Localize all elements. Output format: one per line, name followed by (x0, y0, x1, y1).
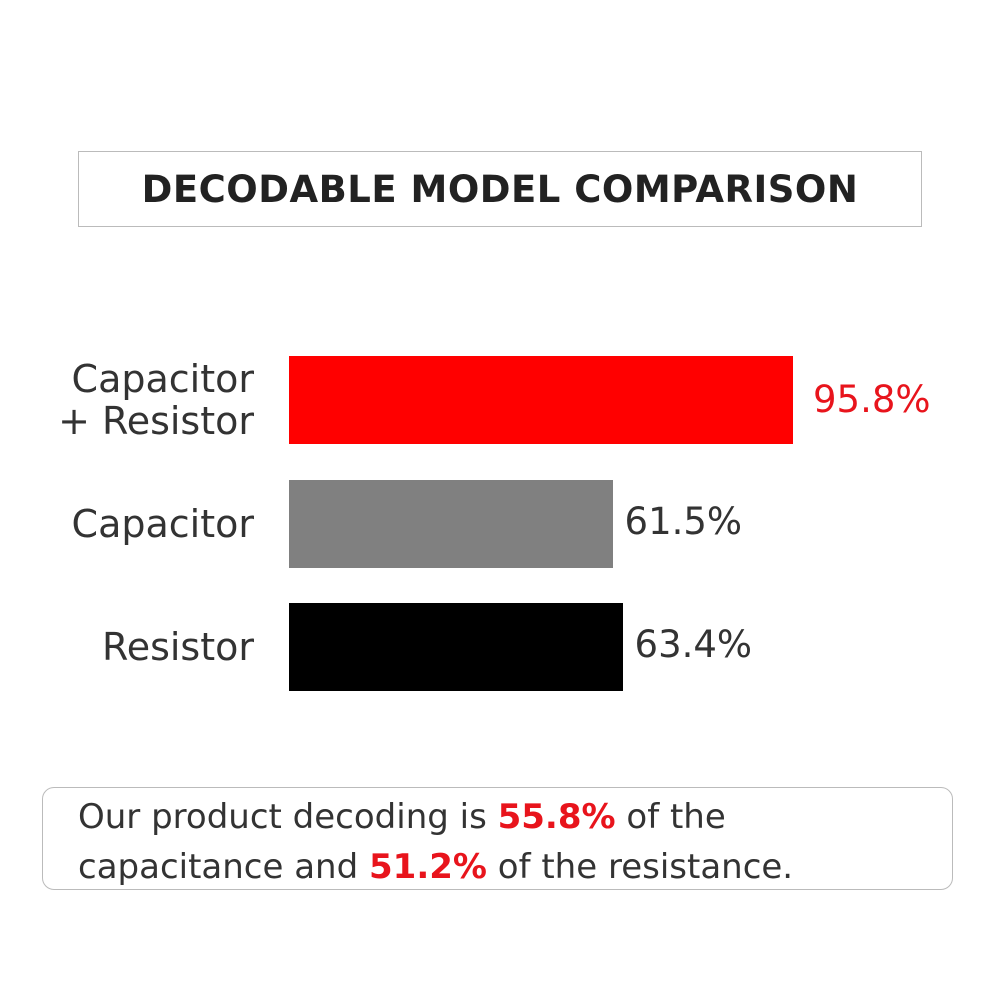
title-box: DECODABLE MODEL COMPARISON (78, 151, 922, 227)
note-text: Our product decoding is (78, 797, 498, 837)
chart-title: DECODABLE MODEL COMPARISON (141, 167, 859, 211)
bar (289, 603, 623, 691)
value-label: 61.5% (624, 500, 743, 543)
note-box (42, 787, 953, 890)
note-text: of the resistance. (486, 847, 794, 887)
category-label: Capacitor + Resistor (58, 357, 254, 443)
note-text: of the capacitance and (78, 797, 726, 887)
highlight-text: 55.8% (497, 797, 616, 837)
category-label: Resistor (102, 625, 254, 669)
value-label: 95.8% (813, 378, 931, 421)
note: Our product decoding is 55.8% of the cap… (78, 792, 938, 892)
value-label: 63.4% (634, 623, 753, 666)
category-label: Capacitor (71, 502, 254, 546)
bar (289, 356, 793, 444)
bar (289, 480, 613, 568)
highlight-text: 51.2% (369, 847, 487, 887)
